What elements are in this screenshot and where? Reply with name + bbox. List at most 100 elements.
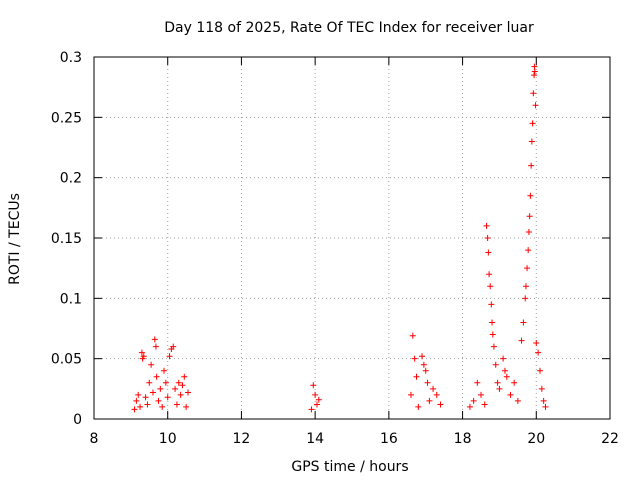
data-point [183,403,190,410]
x-tick-label: 8 [90,431,99,447]
data-point [481,401,488,408]
data-point [151,336,158,343]
data-point [179,382,186,389]
data-point [536,367,543,374]
data-point [430,385,437,392]
data-point [411,355,418,362]
y-tick-label: 0 [73,412,82,428]
data-points [131,63,549,413]
data-point [518,337,525,344]
data-point [155,397,162,404]
data-point [492,361,499,368]
data-point [474,379,481,386]
y-tick-label: 0.1 [60,291,82,307]
data-point [470,397,477,404]
data-point [528,138,535,145]
data-point [501,367,508,374]
data-point [542,403,549,410]
data-point [525,247,532,254]
data-point [437,401,444,408]
data-point [146,379,153,386]
y-tick-label: 0.05 [51,352,82,368]
x-tick-label: 12 [233,431,251,447]
data-point [433,391,440,398]
data-point [315,396,322,403]
data-point [494,379,501,386]
data-point [419,353,426,360]
data-point [308,406,315,413]
grid-lines [94,57,610,419]
data-point [161,367,168,374]
data-point [415,403,422,410]
data-point [528,162,535,169]
data-point [529,120,536,127]
data-point [484,235,491,241]
data-point [310,382,317,389]
y-axis-ticks: 0 0.05 0.1 0.15 0.2 0.25 0.3 [51,50,610,428]
data-point [181,373,188,380]
data-point [313,401,320,408]
data-point [496,385,503,392]
data-point [153,373,160,380]
plot-frame [93,56,611,420]
data-point [137,403,144,410]
data-point [173,401,180,408]
data-point [407,391,414,398]
x-tick-label: 14 [306,431,324,447]
chart-title: Day 118 of 2025, Rate Of TEC Index for r… [164,20,534,36]
data-point [172,385,179,392]
data-point [500,355,507,362]
data-point [135,391,142,398]
data-point [507,391,514,398]
data-point [489,331,496,338]
data-point [409,332,416,339]
data-point [144,401,151,408]
data-point [538,385,545,392]
data-point [531,68,538,75]
data-point [138,349,145,356]
data-point [133,397,140,404]
data-point [466,403,473,410]
y-axis-label: ROTI / TECUs [7,193,23,285]
x-tick-label: 18 [454,431,472,447]
data-point [533,339,540,346]
data-point [162,379,169,386]
data-point [532,102,539,109]
data-point [483,222,490,229]
data-point [525,228,532,235]
data-point [152,343,159,350]
data-point [422,367,429,374]
data-point [488,301,495,308]
data-point [535,349,542,356]
data-point [166,353,173,360]
data-point [514,397,521,404]
data-point [170,343,177,350]
data-point [149,389,156,396]
data-point [148,361,155,368]
data-point [503,373,510,380]
data-point [526,213,533,220]
data-point [184,389,191,396]
y-tick-label: 0.3 [60,50,82,66]
data-point [157,385,164,392]
data-point [487,283,494,290]
data-point [530,90,537,97]
data-point [413,373,420,380]
data-point [524,265,531,272]
x-tick-label: 22 [601,431,619,447]
y-tick-label: 0.15 [51,231,82,247]
data-point [531,72,538,79]
data-point [424,379,431,386]
data-point [142,394,149,401]
data-point [159,403,166,410]
x-tick-label: 10 [159,431,177,447]
data-point [489,319,496,326]
data-point [420,361,427,368]
data-point [540,397,547,404]
data-point [426,397,433,404]
data-point [175,379,182,386]
data-point [490,343,497,350]
x-tick-label: 16 [380,431,398,447]
x-axis-label: GPS time / hours [291,459,408,475]
